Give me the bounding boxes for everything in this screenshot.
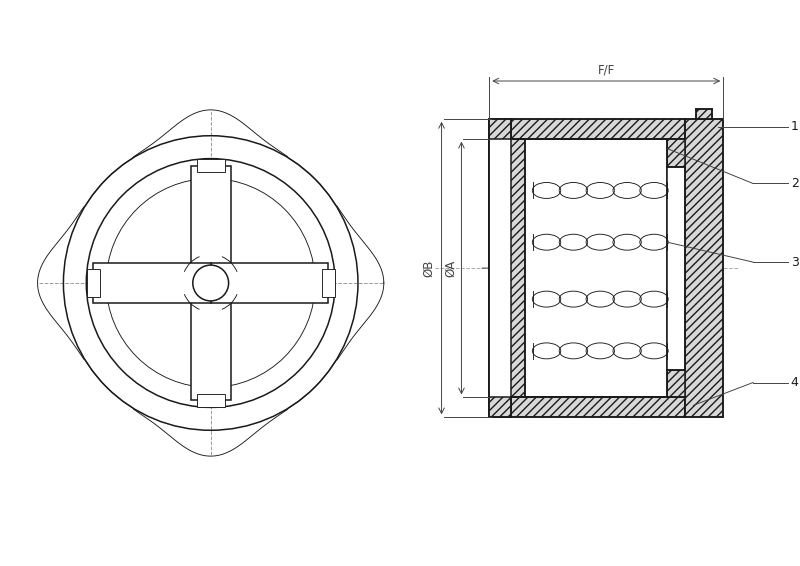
Text: 3: 3 bbox=[791, 256, 798, 269]
Bar bbox=[190, 283, 230, 400]
Bar bbox=[87, 269, 100, 297]
Bar bbox=[322, 269, 334, 297]
Bar bbox=[197, 159, 225, 172]
Bar bbox=[511, 397, 686, 417]
Bar bbox=[667, 166, 686, 370]
Bar bbox=[490, 119, 511, 139]
Bar bbox=[696, 109, 712, 119]
Bar bbox=[197, 394, 225, 407]
Bar bbox=[490, 139, 511, 397]
Bar bbox=[511, 119, 686, 139]
Bar bbox=[190, 166, 230, 283]
Text: ØA: ØA bbox=[445, 259, 458, 277]
Bar bbox=[686, 119, 723, 417]
Bar bbox=[667, 139, 686, 166]
Bar bbox=[490, 397, 511, 417]
Bar bbox=[210, 263, 328, 303]
Text: F/F: F/F bbox=[598, 63, 615, 76]
Text: 2: 2 bbox=[791, 177, 798, 190]
Circle shape bbox=[193, 265, 229, 301]
Bar bbox=[511, 139, 667, 397]
Bar bbox=[490, 119, 511, 417]
Bar bbox=[94, 263, 210, 303]
Text: 1: 1 bbox=[791, 120, 798, 133]
Bar bbox=[667, 370, 686, 397]
Text: ØB: ØB bbox=[422, 259, 435, 277]
Text: 4: 4 bbox=[791, 376, 798, 389]
Bar bbox=[511, 139, 525, 397]
